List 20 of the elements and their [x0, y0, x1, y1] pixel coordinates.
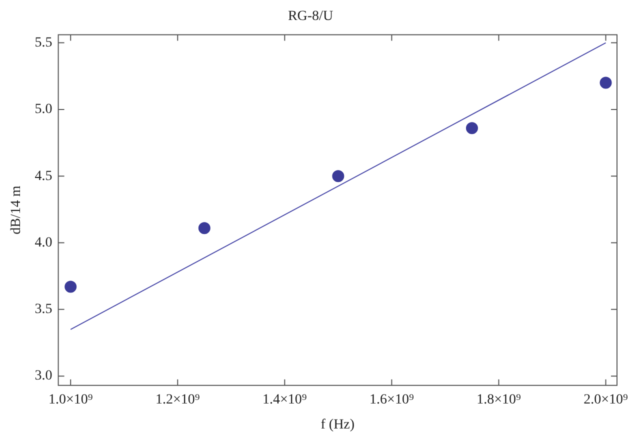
- x-tick-label: 1.6×10⁹: [370, 392, 414, 408]
- y-tick-label: 5.0: [34, 102, 52, 118]
- x-tick-label: 1.4×10⁹: [262, 392, 307, 408]
- y-tick-label: 3.5: [34, 302, 52, 318]
- point: [64, 280, 77, 293]
- chart-title: RG-8/U: [288, 9, 334, 24]
- x-tick-label: 1.0×10⁹: [48, 392, 93, 408]
- y-tick-label: 4.0: [34, 235, 52, 250]
- y-tick-label: 3.0: [34, 368, 52, 384]
- point: [466, 122, 478, 134]
- point: [332, 170, 344, 182]
- x-tick-label: 2.0×10⁹: [584, 392, 628, 408]
- x-tick-label: 1.2×10⁹: [156, 392, 200, 408]
- point: [198, 222, 210, 234]
- x-tick-label: 1.8×10⁹: [476, 392, 521, 408]
- x-axis-title: f (Hz): [320, 417, 355, 432]
- y-tick-label: 5.5: [34, 35, 52, 50]
- y-tick-label: 4.5: [34, 168, 52, 184]
- point: [600, 76, 612, 89]
- y-axis-title: dB/14 m: [9, 186, 24, 234]
